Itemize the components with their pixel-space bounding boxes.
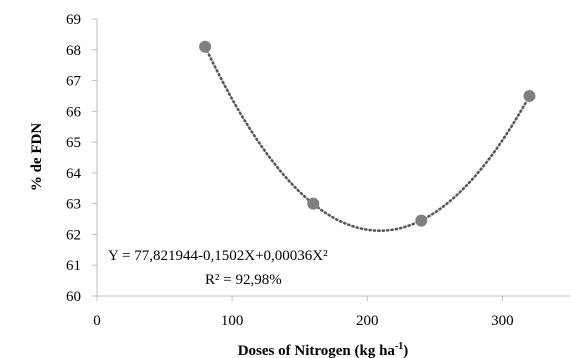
data-point [415,214,428,227]
r-squared-label: R² = 92,98% [205,272,282,288]
x-tick-label: 100 [221,313,244,329]
x-tick-label: 0 [93,313,101,329]
x-axis-title-main: Doses of Nitrogen (kg ha [238,343,396,358]
y-tick-label: 68 [66,43,81,59]
y-tick-label: 67 [66,74,82,90]
y-tick-label: 63 [66,197,81,213]
x-tick-label: 200 [356,313,379,329]
x-tick-label: 300 [491,313,514,329]
trendline [203,45,531,232]
y-tick-label: 64 [66,166,82,182]
y-tick-label: 62 [66,227,81,243]
x-axis-title: Doses of Nitrogen (kg ha-1) [238,341,409,358]
y-tick-label: 69 [66,12,81,28]
y-tick-labels: 60 61 62 63 64 65 66 67 68 69 [66,12,82,305]
axes [92,18,570,301]
y-tick-label: 61 [66,258,81,274]
data-point [199,40,212,53]
x-axis-title-superscript: -1 [395,341,403,352]
x-tick-labels: 0 100 200 300 [93,313,513,329]
y-tick-label: 65 [66,135,81,151]
x-axis-title-end: ) [403,343,408,358]
equation-label: Y = 77,821944-0,1502X+0,00036X² [108,248,328,264]
y-tick-label: 66 [66,104,82,120]
data-point [523,89,536,102]
data-point [307,197,320,210]
data-points [199,40,536,227]
y-axis-title: % de FDN [29,123,45,191]
y-tick-label: 60 [66,289,81,305]
